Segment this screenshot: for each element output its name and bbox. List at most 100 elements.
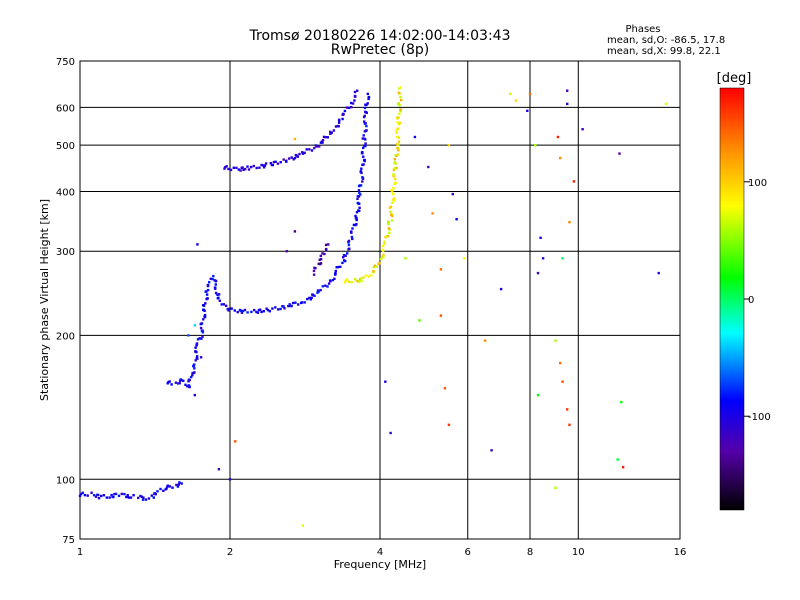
echo-point	[83, 493, 87, 497]
echo-point	[309, 298, 312, 301]
echo-point	[290, 156, 293, 159]
echo-point	[317, 262, 320, 266]
echo-point	[399, 109, 402, 113]
echo-point	[239, 309, 243, 312]
echo-point	[239, 169, 242, 172]
echo-point	[364, 144, 367, 148]
chart-title: Tromsø 20180226 14:02:00-14:03:43	[249, 28, 511, 44]
echo-point	[114, 492, 118, 496]
scatter-point	[566, 408, 569, 411]
x-tick-label: 6	[465, 547, 471, 558]
echo-point	[347, 241, 350, 244]
echo-point	[216, 293, 219, 296]
colorbar-label: [deg]	[717, 71, 752, 86]
echo-point	[399, 95, 402, 99]
echo-point	[144, 498, 148, 501]
echo-point	[235, 166, 238, 169]
scatter-point	[389, 431, 392, 435]
echo-point	[392, 199, 396, 202]
echo-point	[335, 266, 338, 269]
echo-point	[204, 290, 207, 293]
echo-point	[300, 301, 304, 304]
echo-point	[344, 254, 347, 257]
echo-point	[367, 96, 370, 99]
echo-point	[378, 262, 381, 265]
echo-point	[203, 313, 207, 317]
echo-point	[358, 191, 361, 194]
echo-point	[100, 494, 103, 498]
x-tick-label: 2	[227, 547, 233, 558]
y-axis-label: Stationary phase Virtual Height [km]	[38, 199, 51, 401]
colorbar-tick-label: 0	[748, 295, 754, 306]
echo-point	[222, 303, 226, 306]
echo-point	[294, 301, 297, 304]
scatter-point	[439, 268, 443, 271]
echo-point	[329, 130, 332, 134]
echo-point	[269, 162, 272, 165]
echo-point	[365, 103, 368, 107]
echo-point	[171, 486, 174, 489]
echo-point	[347, 280, 351, 283]
y-tick-label: 750	[56, 57, 75, 68]
echo-point	[255, 166, 258, 170]
echo-point	[79, 492, 83, 496]
echo-point	[398, 112, 401, 115]
echo-point	[337, 265, 340, 269]
scatter-point	[572, 180, 576, 183]
echo-point	[194, 346, 197, 349]
echo-point	[327, 282, 331, 285]
echo-point	[356, 197, 359, 200]
echo-point	[214, 283, 217, 286]
scatter-point	[499, 287, 503, 291]
echo-point	[387, 222, 390, 226]
echo-point	[178, 382, 181, 385]
echo-point	[258, 308, 262, 311]
echo-point	[342, 254, 346, 257]
echo-point	[200, 337, 203, 340]
x-tick-label: 4	[377, 547, 383, 558]
echo-point	[362, 163, 365, 166]
echo-point	[266, 308, 270, 312]
echo-point	[105, 496, 108, 499]
scatter-point	[431, 212, 434, 215]
scatter-point	[566, 102, 569, 106]
echo-point	[97, 493, 100, 497]
echo-point	[113, 492, 116, 496]
echo-point	[398, 87, 401, 90]
echo-point	[351, 102, 355, 105]
echo-point	[195, 342, 199, 345]
echo-point	[321, 285, 324, 288]
scatter-point	[539, 236, 542, 239]
echo-point	[359, 277, 363, 280]
scatter-point	[451, 192, 454, 196]
echo-point	[313, 294, 316, 297]
echo-point	[308, 296, 311, 300]
scatter-point	[293, 137, 297, 141]
echo-point	[353, 94, 357, 98]
echo-point	[321, 139, 325, 142]
echo-point	[154, 493, 157, 496]
echo-point	[350, 105, 353, 109]
echo-point	[324, 284, 327, 287]
echo-point	[399, 108, 402, 111]
echo-point	[315, 145, 319, 148]
scatter-point	[556, 135, 560, 139]
echo-point	[353, 99, 356, 102]
echo-point	[347, 106, 351, 109]
echo-point	[395, 166, 398, 170]
scatter-point	[191, 374, 194, 377]
echo-point	[78, 494, 82, 498]
echo-point	[387, 221, 390, 224]
echo-point	[329, 280, 332, 283]
echo-point	[237, 168, 240, 171]
echo-point	[379, 257, 383, 261]
echo-point	[126, 494, 129, 497]
echo-point	[292, 301, 295, 305]
echo-point	[132, 494, 135, 497]
echo-point	[162, 489, 165, 492]
echo-point	[233, 309, 236, 312]
echo-point	[337, 121, 341, 124]
echo-point	[398, 103, 401, 107]
scatter-point	[534, 144, 537, 147]
echo-point	[192, 364, 195, 368]
